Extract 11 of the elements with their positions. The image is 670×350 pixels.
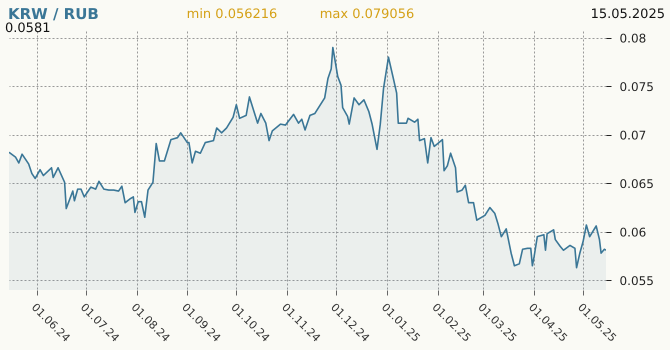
- y-tick-label: 0.07: [620, 128, 646, 142]
- annotation: 0.0581: [5, 21, 50, 36]
- text: max 0.079056: [320, 7, 414, 22]
- text: 15.05.2025: [590, 7, 665, 22]
- y-tick-label: 0.08: [620, 31, 646, 46]
- y-tick-label: 0.055: [620, 274, 654, 288]
- text: min 0.056216: [186, 7, 278, 22]
- y-tick-label: 0.06: [620, 225, 646, 240]
- y-tick-label: 0.075: [620, 80, 654, 94]
- y-tick-label: 0.065: [620, 176, 654, 191]
- chart-title: KRW / RUB: [8, 5, 99, 23]
